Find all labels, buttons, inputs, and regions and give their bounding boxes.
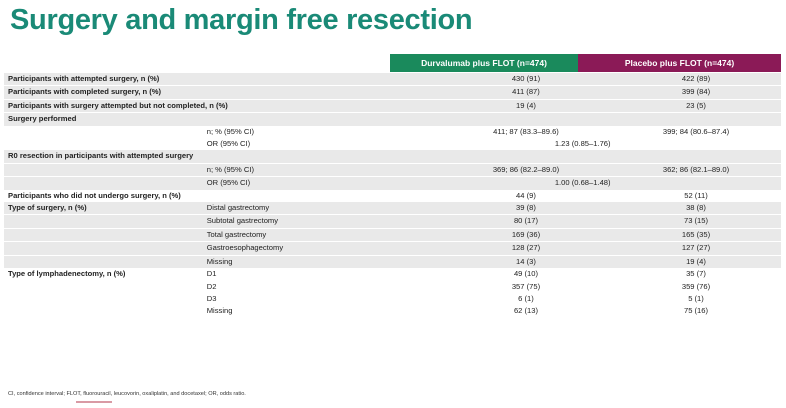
cell-durvalumab: 62 (13) [513,306,538,316]
cell-placebo: 5 (1) [688,293,704,303]
sub-label: D1 [206,269,217,279]
table-row: n; % (95% CI) 411; 87 (83.3–89.6) 399; 8… [4,126,781,138]
section-label: Type of lymphadenectomy, n (%) [8,269,126,279]
table-row: Subtotal gastrectomy 80 (17) 73 (15) [4,214,781,229]
cell-durvalumab: 19 (4) [516,100,536,110]
cell-durvalumab: 411; 87 (83.3–89.6) [493,126,559,136]
sub-label: OR (95% CI) [206,139,251,149]
sub-label: Total gastrectomy [202,227,385,242]
cell-durvalumab: 430 (91) [511,74,541,83]
cell-placebo: 165 (35) [681,229,711,239]
table-row: Type of surgery, n (%) Distal gastrectom… [4,202,781,215]
table-row: D3 6 (1) 5 (1) [4,293,781,305]
sub-label: D3 [206,293,217,303]
sub-label: Missing [206,306,233,316]
cell-placebo: 35 (7) [686,269,706,279]
row-label: Participants with attempted surgery, n (… [4,73,385,86]
cell-durvalumab: 44 (9) [516,190,536,200]
cell-placebo: 422 (89) [681,74,711,83]
odds-ratio-value: 1.00 (0.68–1.48) [384,176,781,190]
table-row: Participants with surgery attempted but … [4,98,781,113]
footnote: CI, confidence interval; FLOT, fluoroura… [8,391,246,397]
cell-durvalumab: 169 (36) [511,229,541,239]
cell-durvalumab: 80 (17) [513,216,538,226]
cell-placebo: 75 (16) [683,306,709,316]
table-row: OR (95% CI) 1.23 (0.85–1.76) [4,138,781,150]
section-label: Type of surgery, n (%) [4,202,203,215]
cell-durvalumab: 128 (27) [511,243,541,253]
cell-durvalumab: 357 (75) [511,281,541,291]
cell-placebo: 399; 84 (80.6–87.4) [662,126,730,136]
table-row: Gastroesophagectomy 128 (27) 127 (27) [4,241,781,256]
cell-placebo: 362; 86 (82.1–89.0) [662,164,730,174]
column-header-placebo: Placebo plus FLOT (n=474) [578,54,781,72]
cell-placebo: 73 (15) [683,216,709,226]
table-row: Missing 14 (3) 19 (4) [4,254,781,269]
table-row: Surgery performed [4,112,781,126]
table-row: Participants with completed surgery, n (… [4,85,781,100]
table-row: Participants with attempted surgery, n (… [4,73,781,86]
sub-label: Distal gastrectomy [202,202,385,215]
table-row: R0 resection in participants with attemp… [4,150,781,164]
table-row: D2 357 (75) 359 (76) [4,281,781,293]
section-label: Surgery performed [4,112,781,126]
table-row: Type of lymphadenectomy, n (%) D1 49 (10… [4,268,781,280]
sub-label: D2 [206,281,217,291]
cell-durvalumab: 14 (3) [516,256,536,266]
cell-durvalumab: 39 (8) [516,203,536,213]
odds-ratio-value: 1.23 (0.85–1.76) [554,139,611,149]
cell-durvalumab: 6 (1) [518,293,534,303]
sub-label: n; % (95% CI) [202,162,385,177]
table-row: n; % (95% CI) 369; 86 (82.2–89.0) 362; 8… [4,162,781,177]
table-row: Missing 62 (13) 75 (16) [4,305,781,317]
table-row: Participants who did not undergo surgery… [4,190,781,202]
cell-placebo: 38 (8) [686,203,706,213]
cell-placebo: 359 (76) [681,281,711,291]
row-label: Participants with surgery attempted but … [4,98,385,113]
row-label: Participants with completed surgery, n (… [4,85,385,100]
reference-mark [76,401,112,403]
sub-label: OR (95% CI) [202,176,385,190]
sub-label: Subtotal gastrectomy [202,214,385,229]
cell-placebo: 399 (84) [681,87,711,97]
cell-placebo: 127 (27) [681,243,711,253]
cell-placebo: 52 (11) [684,190,708,200]
table-row: Total gastrectomy 169 (36) 165 (35) [4,227,781,242]
column-header-durvalumab: Durvalumab plus FLOT (n=474) [390,54,578,72]
row-label: Participants who did not undergo surgery… [8,190,181,200]
cell-durvalumab: 411 (87) [512,87,540,97]
sub-label: n; % (95% CI) [206,126,254,136]
sub-label: Missing [202,254,385,269]
page-title: Surgery and margin free resection [10,4,473,36]
results-table: Participants with attempted surgery, n (… [4,73,781,318]
cell-durvalumab: 369; 86 (82.2–89.0) [492,164,560,174]
cell-placebo: 23 (5) [686,100,706,110]
section-label: R0 resection in participants with attemp… [4,150,781,164]
sub-label: Gastroesophagectomy [202,241,385,256]
cell-durvalumab: 49 (10) [513,269,538,279]
table-row: OR (95% CI) 1.00 (0.68–1.48) [4,176,781,190]
cell-placebo: 19 (4) [686,256,706,266]
